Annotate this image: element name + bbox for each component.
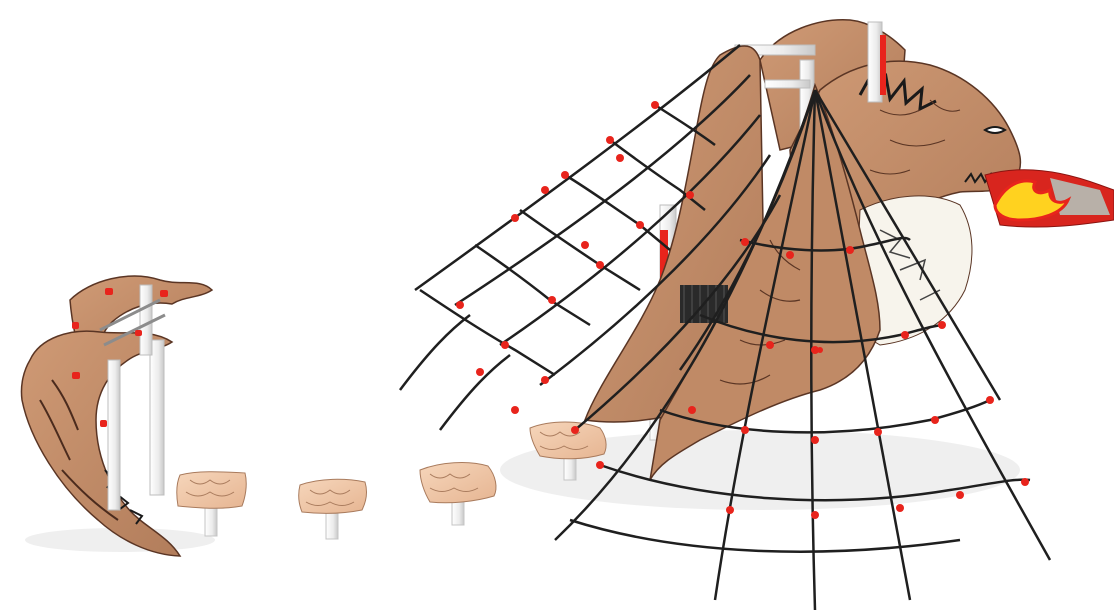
- stepping-stone-2: [298, 478, 367, 540]
- red-fire-slide: [984, 169, 1114, 228]
- skeleton-panel: [854, 195, 973, 346]
- stepping-stones-row: [176, 367, 694, 540]
- stepping-stone-4: [529, 421, 607, 481]
- flame-decoration: [993, 179, 1072, 222]
- ground-shadows: [25, 430, 1020, 552]
- rope-spider-web-net: [554, 89, 1052, 611]
- small-dragon-tail-climber: [20, 275, 214, 557]
- dragon-eye: [983, 126, 1007, 134]
- rope-spider-web-connectors: [596, 238, 1029, 519]
- stepping-stone-3: [419, 462, 497, 526]
- stepping-stone-1: [176, 471, 247, 537]
- tail-post-left: [107, 359, 121, 511]
- tail-post-right: [149, 339, 165, 496]
- rope-net-ramp-connectors: [456, 101, 694, 434]
- tower-post-3: [867, 21, 883, 103]
